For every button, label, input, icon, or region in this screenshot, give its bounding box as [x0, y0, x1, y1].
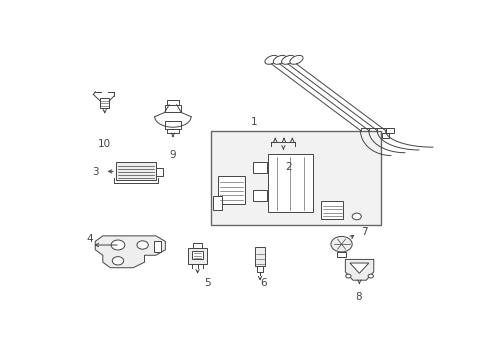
Bar [193, 243, 202, 248]
Bar [365, 131, 372, 138]
Bar [252, 162, 266, 174]
Bar [360, 128, 368, 133]
Circle shape [351, 213, 361, 220]
Bar [385, 128, 393, 133]
Bar [368, 128, 376, 133]
Bar [252, 190, 266, 201]
Ellipse shape [273, 55, 286, 64]
Bar [336, 252, 346, 257]
Polygon shape [349, 263, 368, 273]
Bar [356, 131, 364, 138]
Ellipse shape [289, 55, 303, 64]
Bar [156, 168, 163, 176]
Bar [154, 242, 161, 252]
Bar [191, 251, 203, 260]
Text: 1: 1 [250, 117, 257, 127]
Bar [267, 154, 312, 212]
Text: 8: 8 [355, 292, 361, 302]
Bar [381, 131, 388, 138]
Ellipse shape [281, 55, 294, 64]
Bar [210, 131, 381, 225]
Bar [212, 195, 222, 210]
Bar [376, 128, 385, 133]
Polygon shape [345, 260, 373, 280]
Bar [218, 176, 244, 204]
Bar [188, 248, 206, 264]
Bar [164, 105, 181, 112]
Text: 7: 7 [360, 227, 367, 237]
Bar [164, 121, 181, 129]
Bar [373, 131, 380, 138]
Circle shape [137, 241, 148, 249]
Text: 4: 4 [86, 234, 93, 244]
Bar [256, 266, 263, 273]
Circle shape [367, 274, 373, 278]
Text: 6: 6 [260, 278, 266, 288]
Polygon shape [95, 236, 165, 268]
Bar [255, 247, 264, 266]
Circle shape [345, 274, 350, 278]
Bar [116, 162, 156, 180]
Bar [320, 201, 343, 219]
Text: 2: 2 [285, 162, 291, 172]
Ellipse shape [264, 55, 278, 64]
Text: 10: 10 [98, 139, 111, 149]
Bar [100, 98, 109, 108]
Text: 9: 9 [169, 150, 176, 161]
Circle shape [330, 237, 351, 252]
Bar [167, 100, 178, 105]
Circle shape [112, 257, 123, 265]
Text: 5: 5 [203, 278, 210, 288]
Bar [167, 129, 178, 133]
Circle shape [111, 240, 124, 250]
Text: 3: 3 [92, 167, 99, 177]
